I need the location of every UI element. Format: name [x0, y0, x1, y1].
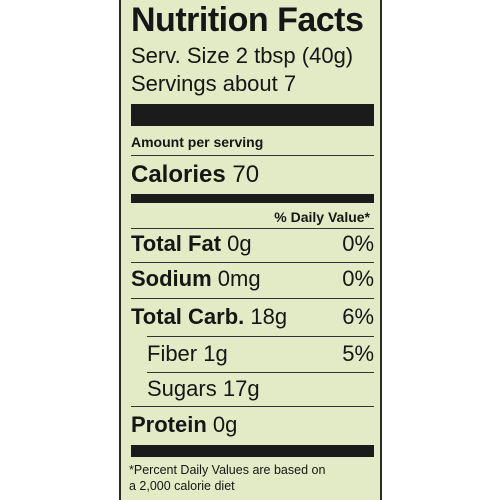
calories-value: 70: [232, 161, 260, 188]
footnote-line-1: *Percent Daily Values are based on: [129, 463, 326, 477]
amount-per-serving: Amount per serving: [131, 134, 264, 150]
nutrient-row-total-fat: Total Fat 0g 0%: [131, 229, 374, 259]
nutrient-amount: 0g: [212, 412, 238, 437]
nutrient-name: Total Carb.: [131, 304, 245, 329]
nutrient-row-sodium: Sodium 0mg 0%: [131, 264, 374, 294]
divider-rule: [131, 262, 374, 263]
nutrient-name: Fiber: [147, 341, 198, 366]
nutrient-amount: 18g: [250, 304, 288, 329]
calories-label: Calories: [131, 161, 226, 188]
nutrition-facts-label: Nutrition Facts Serv. Size 2 tbsp (40g) …: [119, 0, 382, 500]
nutrient-row-protein: Protein 0g: [131, 410, 374, 440]
thick-divider-bottom: [131, 445, 374, 457]
nutrient-dv: 0%: [342, 231, 374, 256]
divider-rule: [131, 155, 374, 156]
nutrient-row-sugars: Sugars 17g: [147, 374, 374, 404]
nutrient-row-fiber: Fiber 1g 5%: [147, 339, 374, 369]
nutrient-dv: 0%: [342, 266, 374, 291]
divider-rule: [131, 228, 374, 229]
divider-rule: [131, 406, 374, 407]
nutrient-amount: 0g: [227, 231, 252, 256]
servings-per-container: Servings about 7: [131, 71, 297, 96]
serving-size: Serv. Size 2 tbsp (40g): [131, 43, 354, 68]
medium-divider: [131, 194, 374, 203]
calories-row: Calories 70: [131, 158, 259, 192]
nutrient-dv: 6%: [342, 304, 374, 329]
label-title: Nutrition Facts: [131, 1, 364, 39]
nutrient-dv: 5%: [342, 341, 374, 366]
nutrient-name: Total Fat: [131, 231, 222, 256]
thick-divider-top: [131, 104, 374, 126]
footnote-line-2: a 2,000 calorie diet: [129, 479, 235, 493]
nutrient-name: Sugars: [147, 376, 217, 401]
nutrient-name: Protein: [131, 412, 207, 437]
nutrient-amount: 1g: [203, 341, 228, 366]
divider-rule: [131, 298, 374, 299]
nutrient-amount: 0mg: [217, 266, 261, 291]
divider-rule: [147, 336, 374, 337]
nutrient-row-total-carb: Total Carb. 18g 6%: [131, 302, 374, 332]
divider-rule: [147, 372, 374, 373]
daily-value-header: % Daily Value*: [274, 209, 370, 225]
nutrient-amount: 17g: [222, 376, 260, 401]
nutrient-name: Sodium: [131, 266, 212, 291]
